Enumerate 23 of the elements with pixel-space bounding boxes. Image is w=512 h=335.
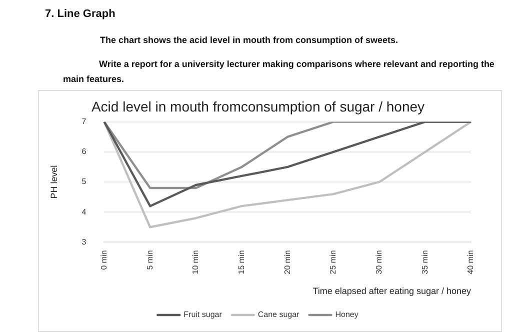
x-tick-label: 0 min (99, 250, 108, 270)
x-tick-label: 10 min (191, 250, 200, 274)
y-tick-label: 6 (82, 147, 87, 156)
text: Write a report for a university lecturer making comparisons where relevant and reporting the main features. (63, 58, 496, 86)
text: The chart shows the acid level in mouth from consumption of sweets. (100, 35, 398, 45)
x-tick-label: 5 min (145, 250, 154, 270)
y-tick-label: 7 (82, 117, 87, 126)
x-tick-label: 20 min (282, 250, 292, 274)
x-tick-label: 40 min (466, 250, 476, 274)
y-axis-title: PH level (48, 165, 59, 199)
x-tick-label: 25 min (328, 250, 338, 274)
legend-label: Cane sugar (258, 310, 300, 320)
legend-label: Fruit sugar (184, 310, 222, 320)
x-tick-label: 30 min (374, 250, 384, 274)
x-tick-label: 15 min (236, 250, 246, 274)
chart-title: Acid level in mouth fromconsumption of sugar / honey (91, 98, 425, 114)
x-axis-title: Time elapsed after eating sugar / honey (312, 286, 472, 296)
y-tick-label: 3 (82, 237, 87, 246)
y-tick-label: 4 (82, 207, 87, 216)
x-tick-label: 35 min (420, 250, 430, 274)
legend-label: Honey (335, 310, 358, 320)
text: 7. Line Graph (45, 8, 116, 20)
y-tick-label: 5 (82, 177, 87, 186)
